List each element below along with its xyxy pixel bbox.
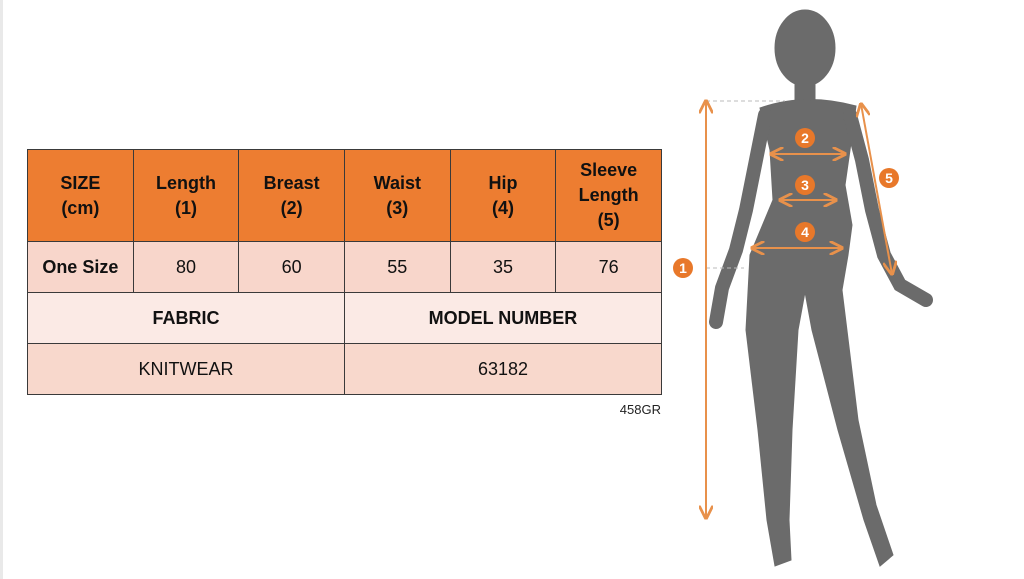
header-sleeve-length: Sleeve Length (5) (555, 149, 662, 242)
marker-3-icon (795, 175, 815, 195)
marker-3: 3 (795, 175, 815, 195)
header-breast-text: Breast (2) (263, 172, 320, 218)
marker-2: 2 (795, 128, 815, 148)
header-breast: Breast (2) (238, 149, 345, 242)
marker-4-icon (795, 222, 815, 242)
size-chart-table: SIZE (cm) Length (1) Breast (2) Waist (3… (27, 149, 663, 395)
marker-3-label: 3 (801, 177, 809, 193)
header-size-text: SIZE (cm) (60, 172, 101, 218)
measurement-guides (706, 101, 892, 518)
table-row: One Size 80 60 55 35 76 (27, 241, 662, 293)
header-row: SIZE (cm) Length (1) Breast (2) Waist (3… (27, 149, 662, 242)
hip-value: 35 (449, 241, 557, 293)
torso-legs (745, 99, 894, 567)
model-number-label: MODEL NUMBER (343, 292, 663, 344)
marker-5-label: 5 (885, 170, 893, 186)
right-arm (843, 108, 933, 307)
marker-4: 4 (795, 222, 815, 242)
marker-4-label: 4 (801, 224, 809, 240)
table-row: KNITWEAR 63182 (27, 343, 663, 395)
table-row: FABRIC MODEL NUMBER (27, 292, 663, 344)
marker-5: 5 (879, 168, 899, 188)
left-arm (709, 108, 772, 329)
header-sleeve-text: Sleeve Length (5) (578, 160, 639, 230)
header-waist: Waist (3) (343, 149, 451, 242)
fabric-value: KNITWEAR (27, 343, 345, 395)
marker-1-icon (673, 258, 693, 278)
header-waist-text: Waist (3) (373, 172, 421, 218)
silhouette (709, 9, 933, 567)
marker-2-icon (795, 128, 815, 148)
length-value: 80 (132, 241, 240, 293)
marker-5-icon (879, 168, 899, 188)
size-label: One Size (27, 241, 134, 293)
page-edge (0, 0, 3, 579)
model-number-value: 63182 (343, 343, 663, 395)
waist-value: 55 (343, 241, 451, 293)
head (774, 9, 836, 87)
sleeve-length-value: 76 (555, 241, 662, 293)
header-size: SIZE (cm) (27, 149, 134, 242)
product-code: 458GR (619, 402, 661, 417)
header-hip-text: Hip (4) (488, 172, 518, 218)
marker-1: 1 (673, 258, 693, 278)
header-length-text: Length (1) (155, 172, 216, 218)
header-length: Length (1) (132, 149, 240, 242)
marker-2-label: 2 (801, 130, 809, 146)
marker-1-label: 1 (679, 260, 687, 276)
fabric-label: FABRIC (27, 292, 345, 344)
sleeve-arrow (861, 104, 892, 274)
